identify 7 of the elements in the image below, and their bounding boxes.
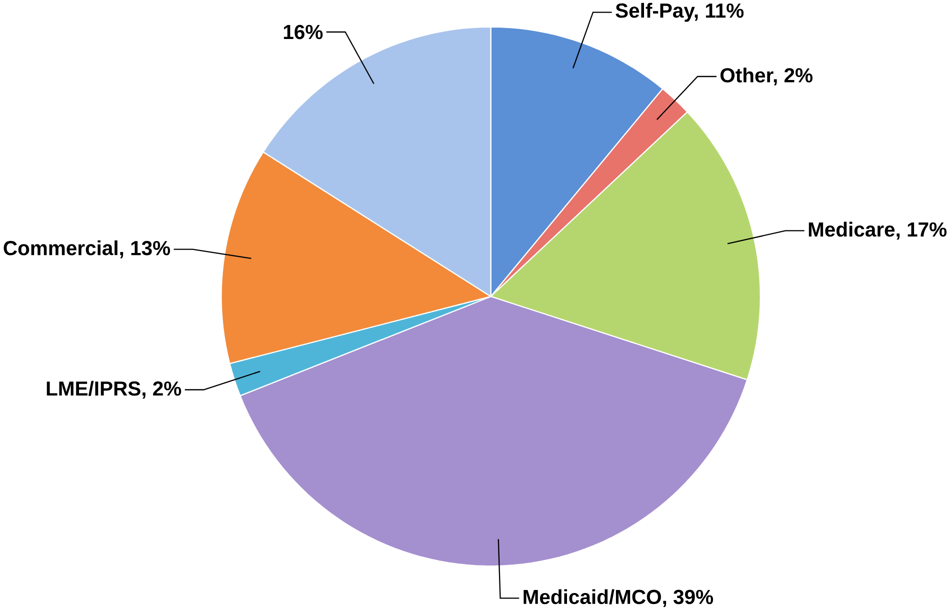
data-label: Other, 2% (720, 68, 813, 86)
data-label: Self-Pay, 11% (616, 2, 744, 22)
data-label: 16% (284, 24, 323, 40)
data-label: Commercial, 13% (4, 240, 170, 258)
data-label: Medicare, 17% (808, 222, 947, 240)
data-label: Medicaid/MCO, 39% (524, 589, 714, 608)
data-label: LME/IPRS, 2% (46, 380, 182, 399)
